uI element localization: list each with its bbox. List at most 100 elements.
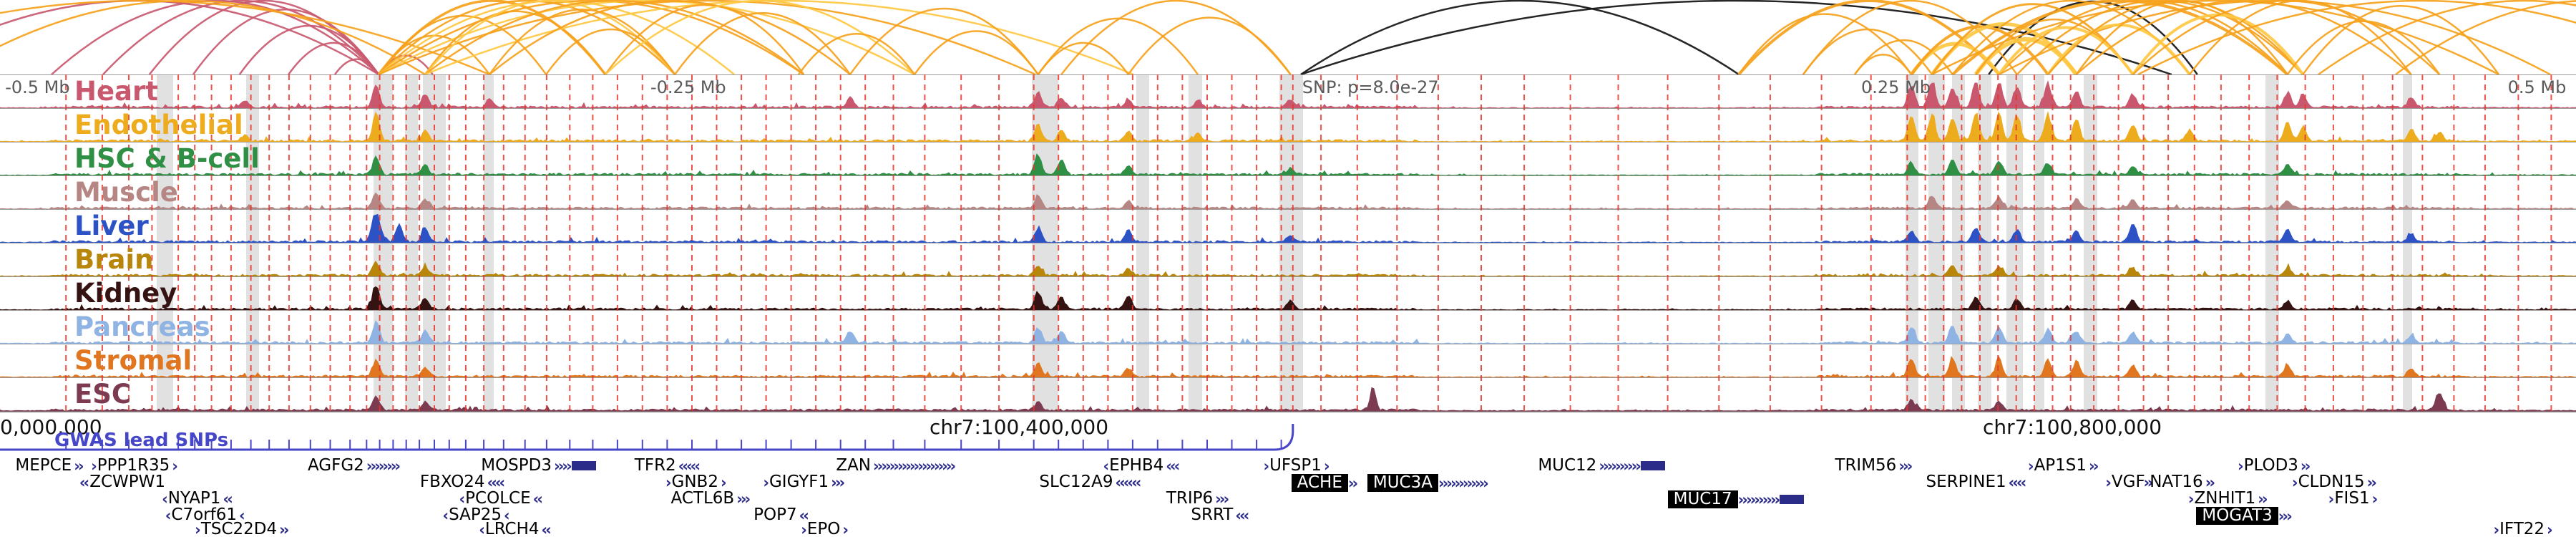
gene-ap1s1[interactable]: › AP1S1 ›› [2028, 456, 2099, 475]
gene-epo[interactable]: › EPO › [801, 521, 849, 537]
gene-lrch4[interactable]: ‹ LRCH4 ‹‹ [479, 521, 552, 537]
interaction-arc [1802, 28, 1933, 74]
ruler-label: SNP: p=8.0e-27 [1302, 77, 1439, 97]
interaction-arc [1931, 0, 2499, 74]
gene-gigyf1[interactable]: › GIGYF1 ››› [763, 473, 845, 491]
interaction-arc [605, 0, 915, 74]
gene-ppp1r35[interactable]: › PPP1R35 › [91, 457, 178, 475]
gene-pop7[interactable]: POP7 ‹‹ [751, 507, 809, 523]
gene-strand-arrows: ›› [2205, 473, 2215, 491]
gene-strand-arrows: ‹ [1103, 457, 1109, 475]
gene-c7orf61[interactable]: ‹ C7orf61 ‹ [165, 505, 245, 524]
interaction-arc [2016, 0, 2304, 74]
gene-strand-arrows: ››› [831, 473, 845, 491]
ruler-label: 0.25 Mb [1861, 77, 1931, 97]
gene-trip6[interactable]: TRIP6 ››› [1164, 490, 1229, 508]
interaction-arc [377, 0, 607, 74]
interaction-arc [424, 0, 1134, 74]
gene-trim56[interactable]: TRIM56 ››› [1833, 458, 1913, 474]
gene-zcwpw1[interactable]: ‹‹ ZCWPW1 [79, 474, 167, 490]
gene-strand-arrows: ››› [1215, 490, 1229, 508]
gene-agfg2[interactable]: AGFG2 ›››››››› [306, 458, 401, 474]
gene-exon-box [1640, 461, 1665, 470]
interaction-arc [604, 4, 805, 74]
gene-strand-arrows: ‹ [165, 506, 171, 524]
gene-sap25[interactable]: ‹ SAP25 ‹ [442, 505, 509, 524]
gene-muc12[interactable]: MUC12 ›››››››››› [1536, 458, 1665, 474]
gene-strand-arrows: ››› [736, 490, 751, 508]
gene-ache[interactable]: ACHE ›› [1291, 474, 1358, 492]
gene-name: ACHE [1291, 474, 1348, 492]
gene-fbxo24[interactable]: FBXO24 ‹‹‹‹ [418, 473, 505, 491]
gene-name: FBXO24 [419, 473, 485, 491]
gene-strand-arrows: › [2371, 490, 2378, 508]
gene-strand-arrows: ‹‹‹ [1166, 457, 1180, 475]
gene-mogat3[interactable]: MOGAT3 ››› [2196, 507, 2293, 525]
gene-actl6b[interactable]: ACTL6B ››› [669, 490, 751, 508]
gene-vgf[interactable]: › VGF › [2105, 473, 2153, 491]
gene-strand-arrows: ‹ [162, 490, 167, 508]
gene-strand-arrows: › [1323, 457, 1330, 475]
track-endothelial [0, 108, 2576, 142]
gene-strand-arrows: › [195, 521, 200, 537]
gene-name: SAP25 [449, 505, 502, 524]
gene-nat16[interactable]: › NAT16 ›› [2144, 473, 2216, 491]
gene-strand-arrows: ›› [1347, 474, 1358, 492]
gene-name: SERPINE1 [1926, 473, 2006, 491]
interaction-arcs [0, 0, 2576, 74]
interaction-arc [1737, 13, 1913, 74]
track-signal [0, 260, 2576, 277]
gene-strand-arrows: › [172, 457, 177, 475]
gene-mepce[interactable]: MEPCE ›› [13, 458, 84, 474]
gwas-line [0, 424, 1294, 451]
gene-tsc22d4[interactable]: › TSC22D4 ›› [195, 521, 289, 537]
gene-name: MOSPD3 [481, 456, 552, 475]
coordinate-center: chr7:100,400,000 [929, 415, 1109, 439]
gene-znhit1[interactable]: › ZNHIT1 ›› [2188, 490, 2268, 507]
interaction-arc [1997, 26, 2135, 74]
gene-slc12a9[interactable]: SLC12A9 ‹‹‹‹‹‹ [1037, 474, 1141, 490]
interaction-arc [2189, 0, 2412, 74]
gene-srrt[interactable]: SRRT ‹‹‹ [1189, 507, 1249, 523]
gene-mospd3[interactable]: MOSPD3 ›››› [479, 456, 596, 475]
gene-muc3a[interactable]: MUC3A ›››››››››››› [1367, 474, 1489, 492]
gene-gnb2[interactable]: › GNB2 › [665, 474, 727, 490]
gene-name: ZCWPW1 [89, 473, 165, 491]
gene-strand-arrows: ‹‹ [541, 521, 552, 537]
coordinate-left: 0,000,000 [0, 415, 102, 439]
gene-ift22[interactable]: › IFT22 › [2493, 521, 2552, 537]
track-signal [0, 111, 2576, 142]
gene-zan[interactable]: ZAN ›››››››››››››››››››› [834, 458, 956, 474]
gene-ephb4[interactable]: ‹ EPHB4 ‹‹‹ [1103, 457, 1181, 475]
track-hsc-b-cell [0, 142, 2576, 176]
gene-strand-arrows: › [2328, 490, 2334, 508]
gene-plod3[interactable]: › PLOD3 ›› [2238, 458, 2311, 474]
gene-nyap1[interactable]: ‹ NYAP1 ‹‹ [162, 490, 233, 508]
track-label-heart: Heart [74, 76, 158, 107]
gene-name: AP1S1 [2034, 456, 2087, 475]
gene-pcolce[interactable]: ‹ PCOLCE ‹‹ [459, 490, 544, 507]
gene-name: TFR2 [634, 456, 676, 475]
gene-strand-arrows: ‹‹ [223, 490, 233, 508]
interaction-arc [489, 0, 851, 74]
gene-cldn15[interactable]: › CLDN15 ›› [2292, 474, 2377, 490]
gene-ufsp1[interactable]: › UFSP1 › [1263, 457, 1330, 475]
gene-tfr2[interactable]: TFR2 ‹‹‹‹‹ [633, 456, 701, 475]
gene-strand-arrows: ›››› [554, 457, 572, 475]
interaction-arc [378, 0, 735, 74]
interaction-arc [424, 0, 804, 74]
gene-strand-arrows: › [2147, 473, 2153, 491]
gene-serpine1[interactable]: SERPINE1 ‹‹‹‹ [1923, 473, 2026, 491]
signal-tracks [0, 74, 2576, 412]
gene-name: C7orf61 [171, 505, 237, 524]
track-label-hsc-b-cell: HSC & B-cell [74, 143, 260, 174]
track-signal [0, 80, 2576, 109]
gene-muc17[interactable]: MUC17 ›››››››››› [1667, 490, 1805, 508]
interaction-arc [2075, 0, 2412, 74]
gene-exon-box [1780, 495, 1805, 504]
gene-fis1[interactable]: › FIS1 › [2328, 490, 2378, 508]
track-label-endothelial: Endothelial [74, 110, 243, 140]
gene-strand-arrows: › [842, 521, 848, 537]
interaction-arc [2046, 23, 2191, 74]
gene-name: VGF [2111, 473, 2145, 491]
